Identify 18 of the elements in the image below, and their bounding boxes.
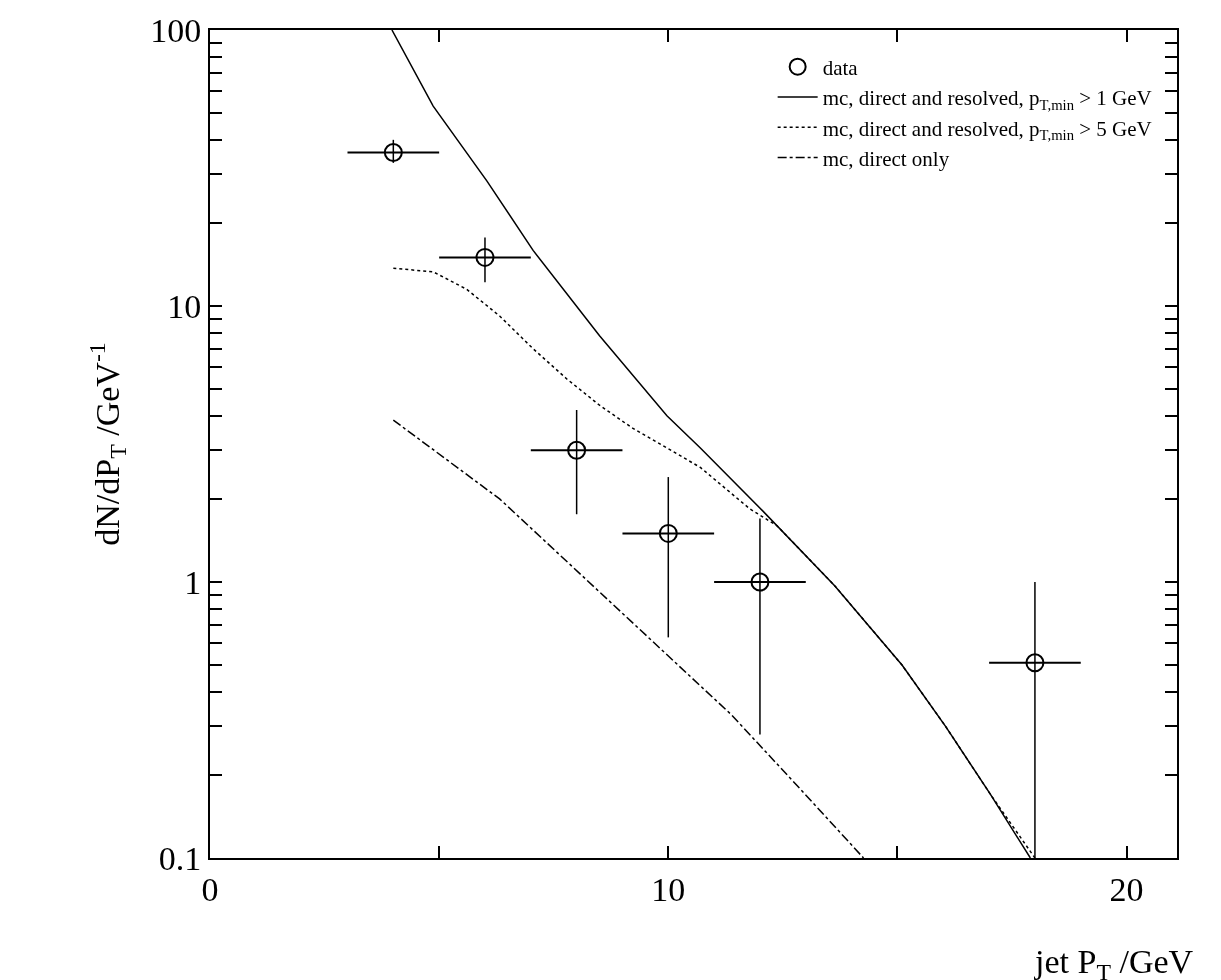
legend-label: data (822, 55, 859, 80)
x-tick-label: 0 (201, 870, 219, 908)
point (475, 247, 495, 267)
y-tick-label: 1 (184, 563, 202, 601)
point (750, 572, 770, 592)
legend-label: mc, direct and resolved, p$_{T,min}$ > 1 GeV (822, 86, 1152, 113)
point (1025, 653, 1045, 673)
x-tick-label: 10 (651, 870, 686, 908)
point (658, 523, 678, 543)
point (567, 440, 587, 460)
x-tick-label: 20 (1109, 870, 1144, 908)
legend-label: mc, direct and resolved, p$_{T,min}$ > 5 GeV (822, 116, 1152, 143)
x-axis-title: jet P$_{T}$ /GeV (1034, 943, 1194, 980)
point (383, 142, 403, 162)
y-tick-label: 0.1 (158, 839, 202, 877)
legend-label: mc, direct only (822, 146, 950, 171)
y-tick-label: 100 (150, 11, 202, 49)
y-tick-label: 10 (167, 287, 202, 325)
